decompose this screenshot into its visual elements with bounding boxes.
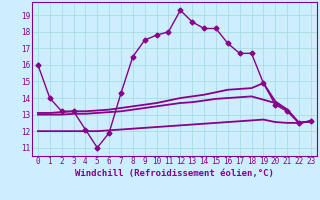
X-axis label: Windchill (Refroidissement éolien,°C): Windchill (Refroidissement éolien,°C) xyxy=(75,169,274,178)
